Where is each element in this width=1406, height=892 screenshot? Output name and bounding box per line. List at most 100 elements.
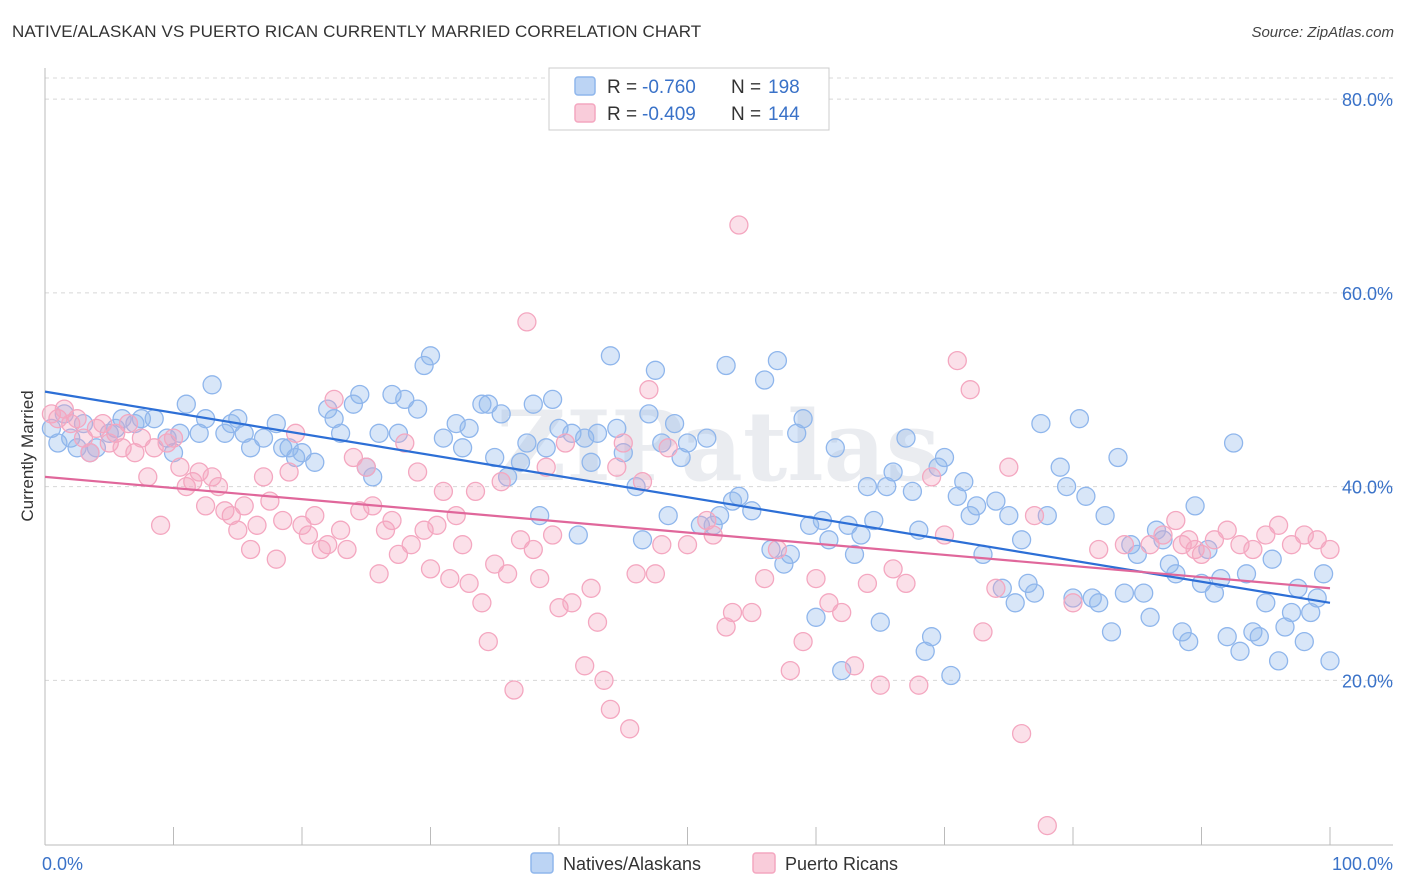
data-point [459, 573, 479, 594]
legend-box: R = -0.760 N = 198 R = -0.409 N = 144 [548, 67, 830, 131]
data-point [620, 719, 640, 739]
data-point [844, 544, 865, 565]
source-credit: Source: ZipAtlas.com [1251, 24, 1394, 41]
y-axis-label: Currently Married [18, 390, 37, 521]
legend-r-label: R = [607, 77, 637, 98]
legend-swatch-natives [574, 76, 596, 96]
data-point [253, 467, 274, 487]
data-point [163, 428, 184, 448]
data-point [754, 370, 775, 390]
data-point [472, 593, 492, 613]
data-point [517, 433, 537, 453]
data-point [452, 438, 473, 458]
data-point [928, 457, 948, 477]
data-point [954, 472, 974, 492]
data-point [478, 394, 498, 414]
data-point [1281, 535, 1302, 555]
data-point [767, 350, 788, 371]
data-point [67, 409, 87, 429]
data-point [401, 535, 421, 555]
y-tick-label: 40.0% [1342, 478, 1393, 498]
data-point [909, 675, 929, 695]
data-point [941, 665, 961, 686]
data-point [131, 428, 152, 448]
data-point [478, 631, 498, 652]
data-point [1005, 593, 1025, 613]
data-point [510, 530, 531, 550]
data-point [832, 602, 852, 623]
data-point [176, 394, 196, 414]
legend-r-value: -0.760 [642, 77, 696, 98]
data-point [825, 438, 845, 458]
y-tick-label: 80.0% [1342, 90, 1393, 110]
data-point [870, 675, 890, 695]
data-point [253, 428, 274, 448]
data-point [292, 515, 312, 535]
data-point [144, 409, 164, 429]
data-point [202, 467, 222, 487]
data-point [1313, 564, 1334, 584]
data-point [118, 413, 139, 434]
trend-line-natives [44, 390, 1331, 604]
legend-row-natives: R = -0.760 N = 198 [574, 76, 800, 98]
data-point [202, 375, 222, 395]
data-point [1050, 457, 1070, 477]
data-point [562, 593, 582, 613]
data-point [446, 505, 466, 526]
trend-line-puerto-ricans [44, 475, 1331, 590]
data-point [350, 384, 370, 405]
data-point [318, 535, 338, 555]
data-point [530, 505, 550, 526]
legend-r-label: R = [607, 104, 637, 125]
data-point [452, 535, 473, 555]
data-point [517, 312, 537, 332]
data-point [1024, 583, 1045, 603]
data-point [1320, 651, 1340, 671]
data-point [562, 423, 582, 443]
data-point [395, 433, 415, 453]
data-point [1031, 413, 1051, 434]
data-point [697, 428, 717, 448]
bottom-legend: Natives/Alaskans Puerto Ricans [530, 852, 898, 874]
data-point [639, 404, 659, 424]
data-point [48, 433, 68, 453]
data-point [819, 593, 839, 613]
data-point [1127, 544, 1147, 565]
data-point [575, 656, 595, 676]
data-point [1063, 593, 1083, 613]
data-point [600, 699, 621, 720]
data-point [999, 457, 1019, 477]
data-point [420, 346, 441, 366]
data-point [607, 457, 627, 477]
data-point [530, 568, 550, 589]
data-point [536, 457, 556, 477]
data-point [1108, 447, 1128, 468]
data-point [992, 578, 1012, 598]
legend-n-value: 198 [768, 77, 800, 98]
x-tick-labels: 0.0% 100.0% [42, 854, 1393, 874]
data-point [1223, 433, 1244, 453]
data-point [382, 384, 402, 405]
data-point [960, 380, 980, 400]
data-point [793, 409, 813, 429]
data-point [1089, 593, 1109, 613]
data-point [857, 476, 878, 497]
data-point [1134, 583, 1154, 603]
data-point [491, 472, 511, 492]
data-point [1307, 530, 1327, 550]
data-point [1024, 505, 1045, 526]
data-point [568, 525, 588, 545]
y-tick-label: 20.0% [1342, 671, 1393, 691]
data-point [947, 350, 967, 371]
data-point [1037, 815, 1057, 836]
data-point [1268, 651, 1289, 671]
data-point [729, 215, 749, 235]
data-point [806, 607, 826, 627]
data-point [851, 525, 871, 545]
data-point [1011, 723, 1032, 744]
data-point [1179, 530, 1199, 550]
data-point [600, 346, 621, 366]
data-point [414, 520, 434, 540]
data-point [234, 496, 254, 516]
legend-r-value: -0.409 [642, 104, 696, 125]
